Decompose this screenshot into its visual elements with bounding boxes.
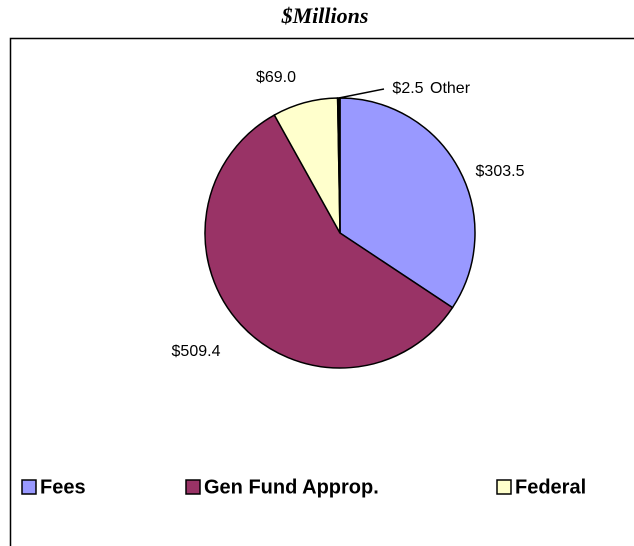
- legend-label: Federal: [515, 476, 586, 498]
- legend-swatch: [185, 479, 201, 495]
- category-label: Other: [430, 80, 471, 97]
- pie-slice: [204, 114, 454, 369]
- value-label: $303.5: [476, 163, 525, 180]
- value-label: $69.0: [256, 69, 296, 86]
- value-label: $509.4: [172, 343, 221, 360]
- legend-swatch: [496, 479, 512, 495]
- chart-title: $Millions: [281, 3, 369, 28]
- legend-label: Fees: [40, 476, 86, 498]
- leader-line: [338, 88, 385, 99]
- legend-swatch: [21, 479, 37, 495]
- chart-border: [9, 37, 634, 546]
- legend-label: Gen Fund Approp.: [204, 476, 379, 498]
- value-label: $2.5: [392, 80, 423, 97]
